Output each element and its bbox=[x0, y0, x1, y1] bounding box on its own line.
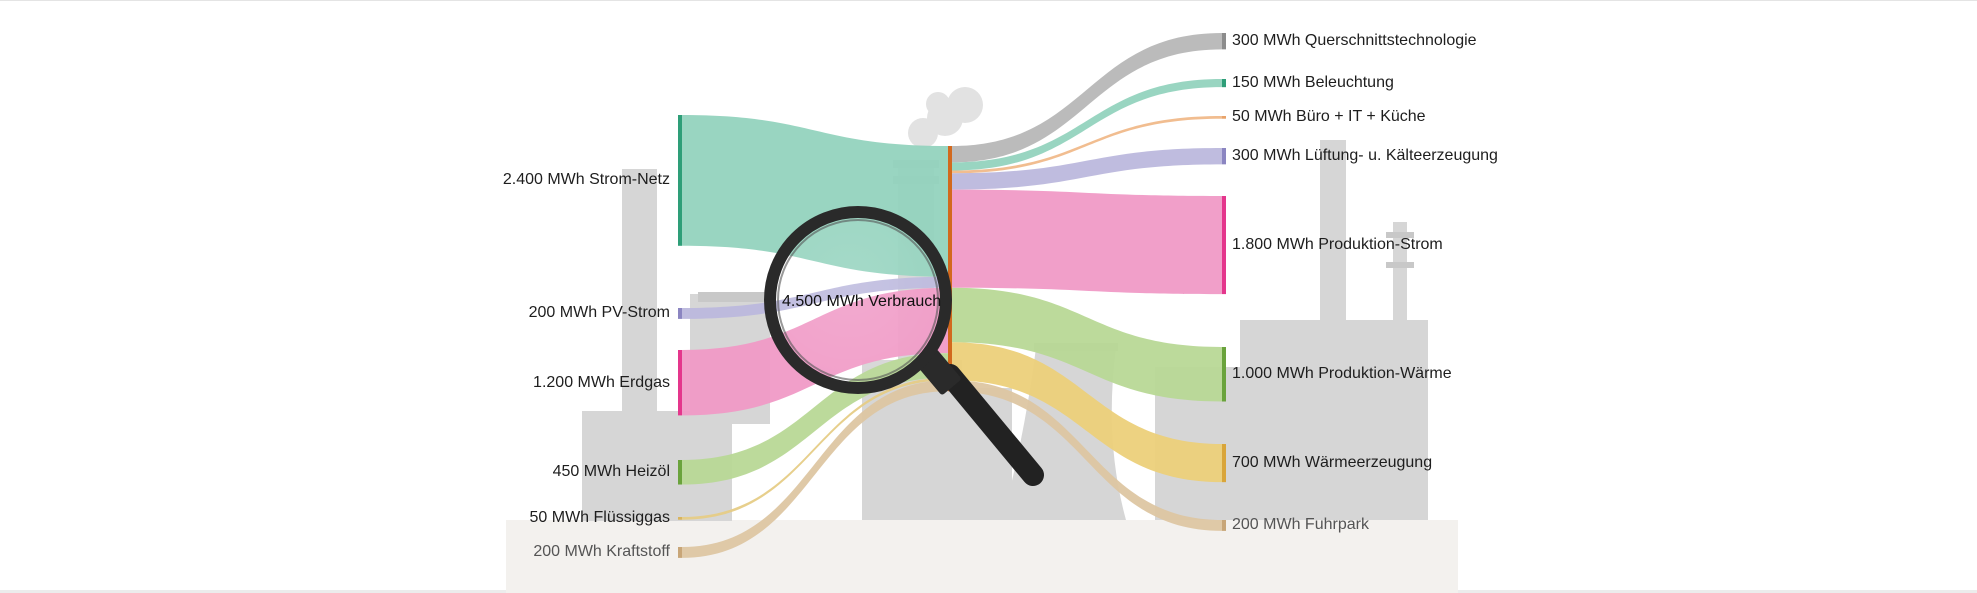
node-heizoel bbox=[678, 460, 682, 485]
label-strom_netz: 2.400 MWh Strom-Netz bbox=[502, 171, 670, 189]
node-strom_netz bbox=[678, 115, 682, 246]
center-node-label: 4.500 MWh Verbrauch bbox=[782, 293, 942, 310]
flow-waermeerz bbox=[952, 342, 1222, 483]
label-heizoel: 450 MWh Heizöl bbox=[552, 463, 670, 481]
top-border bbox=[0, 0, 1977, 1]
node-lueftung bbox=[1222, 148, 1226, 165]
label-fluessiggas: 50 MWh Flüssiggas bbox=[529, 509, 671, 527]
magnifying-glass-icon bbox=[764, 206, 1044, 486]
flow-querschnitt bbox=[952, 33, 1222, 163]
label-kraftstoff: 200 MWh Kraftstoff bbox=[533, 543, 670, 561]
label-waermeerz: 700 MWh Wärmeerzeugung bbox=[1232, 454, 1433, 472]
flow-kraftstoff bbox=[682, 380, 948, 558]
label-querschnitt: 300 MWh Querschnittstechnologie bbox=[1232, 32, 1477, 50]
node-pv_strom bbox=[678, 308, 682, 319]
node-waermeerz bbox=[1222, 444, 1226, 483]
node-kraftstoff bbox=[678, 547, 682, 558]
label-beleuchtung: 150 MWh Beleuchtung bbox=[1232, 74, 1394, 92]
sankey-nodes bbox=[678, 33, 1226, 558]
label-pv_strom: 200 MWh PV-Strom bbox=[528, 304, 670, 322]
node-fuhrpark bbox=[1222, 520, 1226, 531]
flow-buero bbox=[952, 116, 1222, 174]
flow-prod_waerme bbox=[952, 287, 1222, 402]
label-prod_waerme: 1.000 MWh Produktion-Wärme bbox=[1232, 365, 1452, 383]
node-buero bbox=[1222, 116, 1226, 119]
flow-fluessiggas bbox=[682, 377, 948, 520]
node-prod_waerme bbox=[1222, 347, 1226, 402]
flow-fuhrpark bbox=[952, 380, 1222, 531]
node-beleuchtung bbox=[1222, 79, 1226, 88]
node-querschnitt bbox=[1222, 33, 1226, 50]
label-fuhrpark: 200 MWh Fuhrpark bbox=[1232, 516, 1369, 534]
flow-lueftung bbox=[952, 148, 1222, 190]
flow-beleuchtung bbox=[952, 79, 1222, 171]
label-buero: 50 MWh Büro + IT + Küche bbox=[1232, 108, 1426, 126]
label-prod_strom: 1.800 MWh Produktion-Strom bbox=[1232, 236, 1443, 254]
node-fluessiggas bbox=[678, 517, 682, 520]
node-erdgas bbox=[678, 350, 682, 416]
label-lueftung: 300 MWh Lüftung- u. Kälteerzeugung bbox=[1232, 147, 1498, 165]
node-prod_strom bbox=[1222, 196, 1226, 295]
flow-prod_strom bbox=[952, 189, 1222, 295]
node-center bbox=[948, 146, 952, 392]
label-erdgas: 1.200 MWh Erdgas bbox=[533, 373, 670, 391]
